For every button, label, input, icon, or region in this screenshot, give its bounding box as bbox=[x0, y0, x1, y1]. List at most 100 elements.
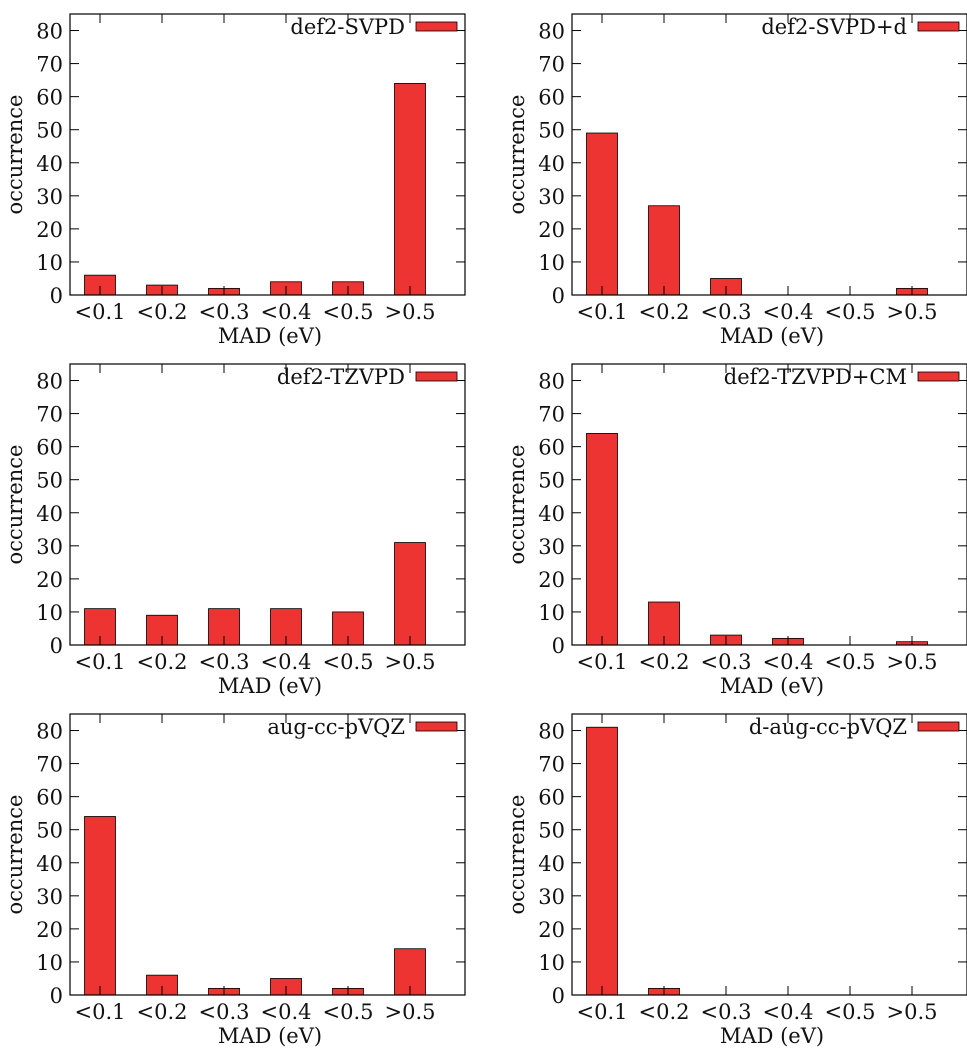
x-tick-label: <0.4 bbox=[261, 1000, 312, 1024]
bar bbox=[586, 726, 618, 996]
x-tick-label: <0.5 bbox=[825, 650, 876, 674]
y-tick-label: 20 bbox=[538, 918, 565, 942]
legend-label: def2-SVPD bbox=[290, 15, 405, 39]
x-tick-label: <0.1 bbox=[75, 650, 126, 674]
y-tick-label: 60 bbox=[538, 786, 565, 810]
y-axis-title: occurrence bbox=[3, 795, 27, 915]
y-tick-label: 20 bbox=[36, 218, 63, 242]
bar bbox=[394, 542, 426, 646]
y-tick-label: 70 bbox=[36, 403, 63, 427]
y-tick-label: 0 bbox=[50, 634, 63, 658]
y-tick-label: 0 bbox=[50, 984, 63, 1008]
y-tick-label: 50 bbox=[36, 119, 63, 143]
x-tick-label: <0.5 bbox=[323, 650, 374, 674]
y-tick-label: 60 bbox=[36, 436, 63, 460]
x-tick-label: <0.5 bbox=[825, 300, 876, 324]
x-tick-label: <0.5 bbox=[825, 1000, 876, 1024]
y-tick-label: 30 bbox=[538, 535, 565, 559]
y-tick-label: 40 bbox=[538, 502, 565, 526]
legend-swatch bbox=[917, 21, 960, 32]
y-tick-label: 30 bbox=[538, 885, 565, 909]
y-tick-label: 0 bbox=[50, 284, 63, 308]
bar bbox=[648, 205, 680, 296]
x-tick-label: <0.3 bbox=[199, 650, 250, 674]
y-tick-label: 50 bbox=[36, 819, 63, 843]
bar bbox=[586, 132, 618, 296]
y-tick-label: 20 bbox=[538, 218, 565, 242]
x-tick-label: <0.3 bbox=[199, 300, 250, 324]
x-tick-label: <0.4 bbox=[261, 650, 312, 674]
y-tick-label: 0 bbox=[552, 634, 565, 658]
chart-panel: 0 10 20 30 40 50 60 70 80 <0.1 <0.2 <0.3 <0.4 <0.5 >0.… bbox=[3, 13, 466, 348]
y-tick-label: 50 bbox=[538, 469, 565, 493]
y-axis-title: occurrence bbox=[3, 95, 27, 215]
chart-panel: 0 10 20 30 40 50 60 70 80 <0.1 <0.2 <0.3 <0.4 <0.5 >0.… bbox=[3, 713, 466, 1048]
y-tick-label: 0 bbox=[552, 984, 565, 1008]
y-tick-label: 20 bbox=[36, 918, 63, 942]
x-axis-title: MAD (eV) bbox=[218, 1024, 322, 1048]
legend-label: d-aug-cc-pVQZ bbox=[749, 715, 907, 739]
legend-swatch bbox=[917, 371, 960, 382]
chart-panel: 0 10 20 30 40 50 60 70 80 <0.1 <0.2 <0.3 <0.4 <0.5 >0.… bbox=[505, 713, 967, 1048]
y-tick-label: 50 bbox=[36, 469, 63, 493]
bar bbox=[394, 83, 426, 296]
y-tick-label: 20 bbox=[36, 568, 63, 592]
y-tick-label: 70 bbox=[538, 53, 565, 77]
y-tick-label: 30 bbox=[36, 185, 63, 209]
x-axis-title: MAD (eV) bbox=[218, 324, 322, 348]
x-tick-label: <0.4 bbox=[763, 1000, 814, 1024]
plot-frame bbox=[571, 13, 967, 296]
y-tick-label: 60 bbox=[36, 86, 63, 110]
x-tick-label: <0.1 bbox=[75, 300, 126, 324]
chart-panel: 0 10 20 30 40 50 60 70 80 <0.1 <0.2 <0.3 <0.4 <0.5 >0.… bbox=[505, 13, 967, 348]
x-tick-label: <0.2 bbox=[137, 1000, 188, 1024]
x-tick-label: <0.2 bbox=[137, 300, 188, 324]
x-tick-label: >0.5 bbox=[385, 1000, 436, 1024]
legend-label: def2-TZVPD+CM bbox=[724, 365, 907, 389]
x-axis-title: MAD (eV) bbox=[720, 1024, 824, 1048]
x-axis-title: MAD (eV) bbox=[720, 674, 824, 698]
x-tick-label: <0.5 bbox=[323, 300, 374, 324]
y-tick-label: 40 bbox=[36, 852, 63, 876]
y-tick-label: 80 bbox=[36, 370, 63, 394]
y-tick-label: 40 bbox=[36, 502, 63, 526]
x-axis-title: MAD (eV) bbox=[720, 324, 824, 348]
y-tick-label: 70 bbox=[36, 53, 63, 77]
legend-label: def2-TZVPD bbox=[277, 365, 405, 389]
legend-swatch bbox=[917, 721, 960, 732]
x-tick-label: <0.2 bbox=[137, 650, 188, 674]
x-tick-label: <0.4 bbox=[763, 650, 814, 674]
legend-label: def2-SVPD+d bbox=[761, 15, 907, 39]
x-tick-label: <0.2 bbox=[639, 1000, 690, 1024]
y-tick-label: 80 bbox=[36, 20, 63, 44]
x-tick-label: <0.5 bbox=[323, 1000, 374, 1024]
plot-frame bbox=[571, 363, 967, 646]
y-tick-label: 10 bbox=[538, 251, 565, 275]
x-tick-label: >0.5 bbox=[887, 650, 938, 674]
y-tick-label: 10 bbox=[36, 951, 63, 975]
x-tick-label: >0.5 bbox=[887, 1000, 938, 1024]
y-tick-label: 70 bbox=[538, 753, 565, 777]
bar bbox=[586, 433, 618, 646]
plot-frame bbox=[571, 713, 967, 996]
y-tick-label: 30 bbox=[36, 535, 63, 559]
x-tick-label: >0.5 bbox=[385, 300, 436, 324]
y-tick-label: 10 bbox=[36, 251, 63, 275]
y-axis-title: occurrence bbox=[3, 445, 27, 565]
y-tick-label: 0 bbox=[552, 284, 565, 308]
x-tick-label: <0.1 bbox=[75, 1000, 126, 1024]
x-tick-label: <0.4 bbox=[763, 300, 814, 324]
plot-frame bbox=[69, 713, 466, 996]
legend-swatch bbox=[415, 21, 458, 32]
y-axis-title: occurrence bbox=[505, 445, 529, 565]
x-tick-label: >0.5 bbox=[385, 650, 436, 674]
chart-panel: 0 10 20 30 40 50 60 70 80 <0.1 <0.2 <0.3 <0.4 <0.5 >0.… bbox=[3, 363, 466, 698]
y-tick-label: 70 bbox=[36, 753, 63, 777]
y-tick-label: 30 bbox=[36, 885, 63, 909]
y-tick-label: 20 bbox=[538, 568, 565, 592]
x-tick-label: <0.3 bbox=[701, 300, 752, 324]
legend-swatch bbox=[415, 721, 458, 732]
y-tick-label: 60 bbox=[538, 436, 565, 460]
y-tick-label: 60 bbox=[538, 86, 565, 110]
x-tick-label: <0.3 bbox=[701, 650, 752, 674]
